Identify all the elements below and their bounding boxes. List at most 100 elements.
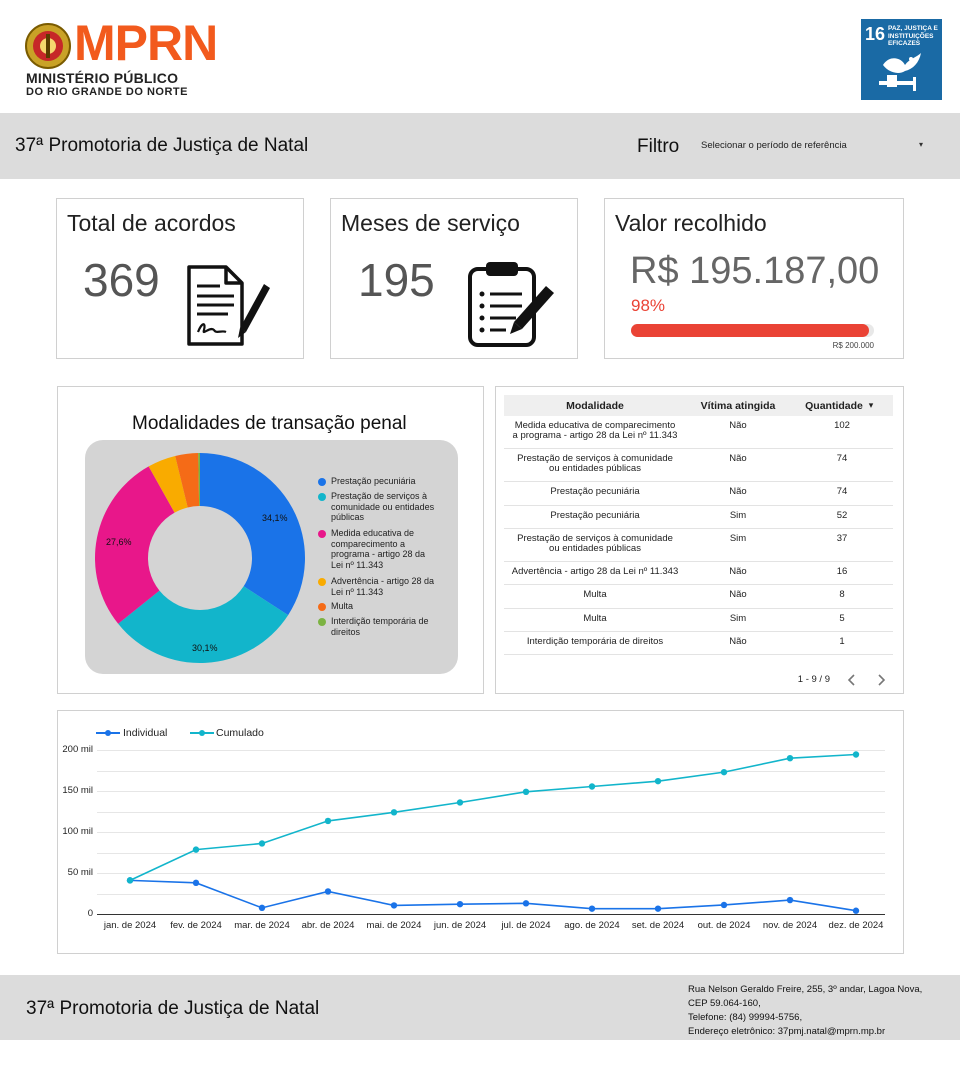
progress-percent: 98% — [631, 296, 666, 315]
progress-fill — [631, 324, 870, 337]
table-cell-vitima: Não — [729, 452, 747, 464]
point-individual[interactable] — [786, 896, 794, 904]
point-individual[interactable] — [192, 879, 200, 887]
legend-dot — [318, 493, 326, 501]
chevron-right-icon[interactable] — [875, 674, 887, 686]
point-individual[interactable] — [522, 900, 530, 907]
legend-dot — [318, 578, 326, 586]
table-row-divider — [504, 584, 893, 585]
point-individual[interactable] — [654, 905, 662, 912]
line-legend-markers — [96, 730, 214, 736]
kpi-title-valor-recolhido: Valor recolhido — [615, 210, 767, 236]
table-row-divider — [504, 608, 893, 609]
donut-label-medida: 27,6% — [106, 537, 132, 547]
footer-email[interactable]: Endereço eletrônico: 37pmj.natal@mprn.mp… — [688, 1026, 886, 1037]
x-tick-label: abr. de 2024 — [301, 920, 355, 931]
chevron-down-icon[interactable]: ▾ — [919, 140, 924, 149]
x-tick-label: ago. de 2024 — [564, 920, 620, 931]
legend-item-pecuniaria: Prestação pecuniária — [331, 476, 416, 486]
point-cumulado[interactable] — [786, 755, 794, 762]
table-cell-modalidade: Prestação pecuniária — [550, 509, 640, 521]
y-tick-label: 50 mil — [67, 867, 93, 878]
column-header-modalidade[interactable]: Modalidade — [566, 400, 624, 412]
column-header-quantidade[interactable]: Quantidade — [805, 400, 863, 412]
legend-marker-individual — [105, 730, 111, 736]
donut-slice-interdicao[interactable] — [198, 453, 200, 507]
chart-gridline-minor — [97, 894, 885, 895]
x-tick-label: fev. de 2024 — [170, 920, 222, 931]
table-cell-quantidade: 8 — [839, 589, 845, 600]
table-row-divider — [504, 654, 893, 655]
x-tick-label: jan. de 2024 — [103, 920, 157, 931]
point-individual[interactable] — [852, 907, 860, 914]
donut-slice-medida[interactable] — [95, 466, 175, 624]
footer-address: Rua Nelson Geraldo Freire, 255, 3º andar… — [688, 983, 936, 1039]
point-cumulado[interactable] — [852, 751, 860, 758]
donut-slice-multa[interactable] — [175, 453, 200, 508]
point-individual[interactable] — [588, 905, 596, 912]
point-cumulado[interactable] — [456, 799, 464, 806]
point-individual[interactable] — [324, 888, 332, 895]
table-cell-quantidade: 74 — [836, 452, 848, 464]
kpi-title-total-acordos: Total de acordos — [67, 210, 236, 236]
legend-dot — [318, 478, 326, 486]
chevron-left-icon[interactable] — [846, 674, 858, 686]
table-cell-modalidade: Multa — [583, 589, 607, 600]
point-individual[interactable] — [390, 902, 398, 909]
donut-slice-advertencia[interactable] — [148, 455, 188, 513]
x-tick-label: jul. de 2024 — [501, 920, 551, 931]
point-cumulado[interactable] — [258, 840, 266, 847]
legend-dot — [318, 618, 326, 626]
point-cumulado[interactable] — [126, 877, 134, 884]
table-cell-quantidade: 1 — [839, 635, 845, 647]
donut-slice-pecuniaria[interactable] — [200, 453, 305, 616]
chart-gridline-minor — [97, 812, 885, 813]
footer-title: 37ª Promotoria de Justiça de Natal — [26, 998, 320, 1019]
chart-gridline — [97, 873, 885, 874]
point-individual[interactable] — [456, 900, 464, 908]
donut-label-pecuniaria: 34,1% — [262, 513, 288, 523]
x-tick-label: dez. de 2024 — [828, 920, 884, 931]
point-cumulado[interactable] — [192, 846, 200, 853]
point-cumulado[interactable] — [654, 777, 662, 785]
kpi-value-valor-recolhido: R$ 195.187,00 — [630, 250, 880, 292]
period-filter-select[interactable]: Selecionar o período de referência — [701, 140, 847, 151]
table-cell-modalidade-cont: ou entidades públicas — [549, 542, 641, 554]
sort-desc-icon[interactable]: ▾ — [868, 400, 874, 410]
table-cell-modalidade: Advertência - artigo 28 da Lei nº 11.343 — [511, 565, 679, 577]
point-cumulado[interactable] — [522, 788, 530, 796]
table-cell-vitima: Sim — [729, 532, 747, 544]
table-cell-modalidade: Interdição temporária de direitos — [526, 635, 664, 647]
series-line-cumulado[interactable] — [129, 753, 857, 882]
kpi-value-total-acordos: 369 — [83, 254, 160, 306]
table-cell-quantidade: 102 — [834, 420, 850, 431]
table-card — [495, 386, 904, 694]
series-line-individual[interactable] — [129, 879, 857, 912]
table-header — [504, 395, 893, 416]
progress-track — [631, 324, 874, 337]
x-tick-label: out. de 2024 — [697, 920, 751, 931]
table-cell-quantidade: 5 — [839, 612, 845, 624]
column-header-vitima[interactable]: Vítima atingida — [700, 400, 776, 412]
table-cell-vitima: Não — [729, 420, 747, 431]
point-cumulado[interactable] — [324, 817, 332, 825]
x-tick-label: set. de 2024 — [631, 920, 685, 931]
point-cumulado[interactable] — [390, 809, 398, 816]
donut-slice-servicos[interactable] — [118, 586, 289, 663]
legend-dot — [318, 603, 326, 611]
mprn-emblem-icon — [24, 22, 72, 70]
table-row-divider — [504, 448, 893, 449]
chart-gridline — [97, 750, 885, 751]
point-cumulado[interactable] — [588, 783, 596, 790]
chart-gridline — [97, 914, 885, 915]
table-cell-modalidade: Prestação pecuniária — [550, 486, 640, 497]
donut-label-servicos: 30,1% — [192, 643, 218, 653]
point-cumulado[interactable] — [720, 768, 728, 776]
table-cell-vitima: Sim — [729, 509, 747, 521]
table-cell-vitima: Não — [729, 589, 747, 600]
table-cell-vitima: Não — [729, 635, 747, 647]
point-individual[interactable] — [720, 901, 728, 909]
chart-gridline — [97, 832, 885, 833]
mprn-logo-text: MPRN — [74, 15, 218, 71]
point-individual[interactable] — [258, 904, 266, 912]
